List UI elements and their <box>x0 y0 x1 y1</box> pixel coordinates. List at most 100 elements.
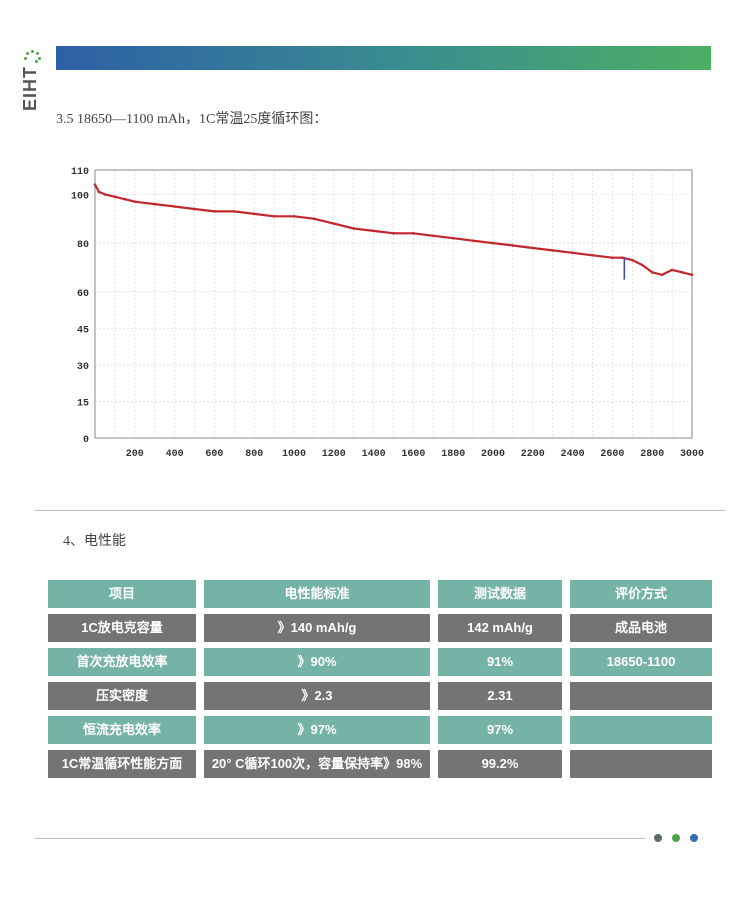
table-header-row: 项目 电性能标准 测试数据 评价方式 <box>48 580 712 608</box>
table-cell: 》90% <box>204 648 430 676</box>
data-point <box>511 244 515 247</box>
data-point <box>591 253 594 257</box>
data-point <box>680 271 684 274</box>
data-point <box>352 227 356 230</box>
x-tick-label: 600 <box>205 449 223 460</box>
table-cell <box>570 682 712 710</box>
cycle-chart-svg: 0 15 30 45 60 80 100 110 200 400 600 800 1000 1200 140… <box>71 167 704 460</box>
y-tick-label: 100 <box>71 191 89 202</box>
cycle-chart: 0 15 30 45 60 80 100 110 200 400 600 800 1000 1200 140… <box>55 155 725 475</box>
data-point <box>173 205 176 208</box>
x-tick-label: 2200 <box>521 449 545 460</box>
data-point <box>332 222 336 225</box>
x-tick-label: 2800 <box>640 449 664 460</box>
table-cell: 20° C循环100次，容量保持率》98% <box>204 750 430 778</box>
table-cell: 99.2% <box>438 750 562 778</box>
data-point <box>531 246 535 250</box>
x-tick-label: 2600 <box>600 449 624 460</box>
y-tick-label: 30 <box>77 362 89 373</box>
table-row: 1C常温循环性能方面 20° C循环100次，容量保持率》98% 99.2% <box>48 750 712 778</box>
data-point <box>372 229 375 233</box>
data-point <box>153 202 156 206</box>
data-point <box>97 190 101 194</box>
table-cell: 压实密度 <box>48 682 196 710</box>
data-point <box>113 195 117 199</box>
table-cell: 18650-1100 <box>570 648 712 676</box>
electrical-performance-table: 项目 电性能标准 测试数据 评价方式 1C放电克容量 》140 mAh/g 14… <box>48 580 712 784</box>
table-header-cell: 评价方式 <box>570 580 712 608</box>
section-4-title: 4、电性能 <box>63 534 126 549</box>
data-point <box>93 183 97 186</box>
x-tick-label: 400 <box>166 449 184 460</box>
table-header-cell: 电性能标准 <box>204 580 430 608</box>
data-point <box>213 210 216 213</box>
table-row: 恒流充电效率 》97% 97% <box>48 716 712 744</box>
data-point <box>103 193 107 196</box>
table-header-cell: 测试数据 <box>438 580 562 608</box>
data-point <box>650 271 654 274</box>
data-point <box>551 249 554 252</box>
data-point <box>631 258 634 262</box>
table-cell: 首次充放电效率 <box>48 648 196 676</box>
data-point <box>670 268 674 272</box>
data-point <box>252 212 256 216</box>
table-cell: 》140 mAh/g <box>204 614 430 642</box>
table-cell: 恒流充电效率 <box>48 716 196 744</box>
x-tick-label: 1200 <box>322 449 346 460</box>
footer-dots-icon <box>654 834 704 844</box>
footer-divider <box>35 838 645 839</box>
table-cell: 1C放电克容量 <box>48 614 196 642</box>
data-point <box>272 214 276 218</box>
data-point <box>292 214 296 218</box>
table-cell: 1C常温循环性能方面 <box>48 750 196 778</box>
data-point <box>133 200 137 203</box>
table-cell: 成品电池 <box>570 614 712 642</box>
data-point <box>640 263 644 267</box>
x-tick-label: 2000 <box>481 449 505 460</box>
table-cell: 91% <box>438 648 562 676</box>
table-row: 首次充放电效率 》90% 91% 18650-1100 <box>48 648 712 676</box>
data-point <box>660 273 664 277</box>
x-tick-label: 800 <box>245 449 263 460</box>
data-point <box>233 210 236 213</box>
y-tick-label: 45 <box>77 325 89 336</box>
x-tick-label: 1600 <box>401 449 425 460</box>
header-gradient-bar <box>56 46 711 70</box>
section-3-title: 3.5 18650—1100 mAh，1C常温25度循环图： <box>56 112 328 127</box>
x-tick-label: 3000 <box>680 449 704 460</box>
y-tick-label: 60 <box>77 289 89 300</box>
x-tick-label: 2400 <box>561 449 585 460</box>
table-cell <box>570 716 712 744</box>
x-tick-label: 1000 <box>282 449 306 460</box>
data-point <box>621 256 624 260</box>
data-point <box>690 273 694 277</box>
table-cell: 》97% <box>204 716 430 744</box>
table-header-cell: 项目 <box>48 580 196 608</box>
y-tick-label: 80 <box>77 240 89 251</box>
data-point <box>123 197 127 201</box>
data-point <box>611 256 614 260</box>
data-point <box>471 239 475 242</box>
x-tick-label: 1400 <box>362 449 386 460</box>
y-tick-label: 15 <box>77 398 89 409</box>
x-tick-label: 1800 <box>441 449 465 460</box>
data-point <box>571 251 574 255</box>
y-tick-label: 110 <box>71 167 89 178</box>
table-cell: 142 mAh/g <box>438 614 562 642</box>
table-cell <box>570 750 712 778</box>
section-divider <box>35 510 725 511</box>
logo-text: EIHT <box>20 66 40 112</box>
table-row: 压实密度 》2.3 2.31 <box>48 682 712 710</box>
data-point <box>412 232 415 235</box>
logo-dots-icon <box>24 50 42 64</box>
data-point <box>312 217 316 221</box>
table-cell: 97% <box>438 716 562 744</box>
data-point <box>193 207 196 211</box>
data-point <box>491 241 495 245</box>
company-logo: EIHT <box>20 48 46 118</box>
table-row: 1C放电克容量 》140 mAh/g 142 mAh/g 成品电池 <box>48 614 712 642</box>
x-tick-label: 200 <box>126 449 144 460</box>
table-cell: 2.31 <box>438 682 562 710</box>
data-point <box>432 234 435 238</box>
series-line <box>94 184 693 276</box>
